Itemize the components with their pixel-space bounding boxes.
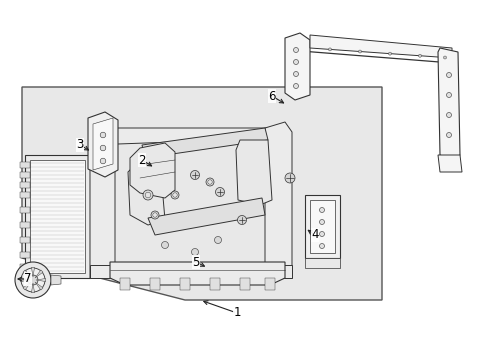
Polygon shape [305,258,339,268]
Circle shape [100,158,105,164]
Circle shape [214,237,221,243]
Polygon shape [128,158,164,225]
Circle shape [100,132,105,138]
Circle shape [15,262,51,298]
Polygon shape [20,182,30,188]
Polygon shape [148,198,264,235]
Polygon shape [88,112,118,177]
Polygon shape [20,278,30,282]
Polygon shape [51,275,61,285]
Circle shape [161,242,168,248]
Circle shape [446,93,450,98]
Polygon shape [264,122,291,278]
Text: 3: 3 [76,139,83,152]
Polygon shape [25,155,90,278]
Polygon shape [90,122,115,278]
Circle shape [446,72,450,77]
Circle shape [443,56,446,59]
Polygon shape [309,35,451,58]
Text: 1: 1 [233,306,240,320]
Circle shape [207,180,212,184]
Polygon shape [285,33,309,100]
Polygon shape [20,172,30,178]
Polygon shape [240,278,249,290]
Circle shape [293,59,298,64]
Polygon shape [305,195,339,258]
Polygon shape [309,200,334,253]
Polygon shape [130,143,175,198]
Polygon shape [23,270,31,278]
Polygon shape [150,278,160,290]
Polygon shape [180,278,190,290]
Polygon shape [236,140,271,205]
Polygon shape [20,237,30,243]
Circle shape [21,268,45,292]
Circle shape [172,193,177,197]
Polygon shape [90,265,291,278]
Circle shape [191,248,198,256]
Circle shape [28,275,38,285]
Circle shape [171,191,179,199]
Circle shape [387,52,391,55]
Polygon shape [30,160,85,273]
Circle shape [215,188,224,197]
Polygon shape [23,282,31,290]
Polygon shape [120,278,130,290]
Polygon shape [437,155,461,172]
Circle shape [237,216,246,225]
Polygon shape [142,128,267,158]
Text: 4: 4 [311,229,318,242]
Circle shape [446,112,450,117]
Polygon shape [20,264,30,270]
Polygon shape [90,128,285,145]
Circle shape [293,72,298,77]
Polygon shape [31,283,35,293]
Text: 2: 2 [138,153,145,166]
Circle shape [446,132,450,138]
Polygon shape [20,162,30,168]
Circle shape [293,84,298,89]
Circle shape [151,211,159,219]
Circle shape [418,54,421,57]
Polygon shape [110,262,285,285]
Polygon shape [20,222,30,228]
Text: 7: 7 [24,273,32,285]
Polygon shape [93,118,113,170]
Text: 5: 5 [192,256,199,269]
Circle shape [358,50,361,53]
Text: 6: 6 [268,90,275,103]
Circle shape [328,48,331,51]
Circle shape [152,213,157,217]
Circle shape [145,192,150,198]
Polygon shape [209,278,220,290]
Circle shape [190,171,199,180]
Circle shape [205,178,214,186]
Polygon shape [20,252,30,258]
Polygon shape [20,192,30,198]
Circle shape [142,190,153,200]
Circle shape [285,173,294,183]
Circle shape [319,220,324,225]
Polygon shape [35,282,43,290]
Polygon shape [36,278,45,282]
Circle shape [319,231,324,237]
Circle shape [319,243,324,248]
Circle shape [100,145,105,151]
Circle shape [293,48,298,53]
Polygon shape [22,87,381,300]
Polygon shape [20,207,30,213]
Polygon shape [35,270,43,278]
Polygon shape [264,278,274,290]
Circle shape [319,207,324,212]
Polygon shape [31,267,35,277]
Polygon shape [437,48,459,160]
